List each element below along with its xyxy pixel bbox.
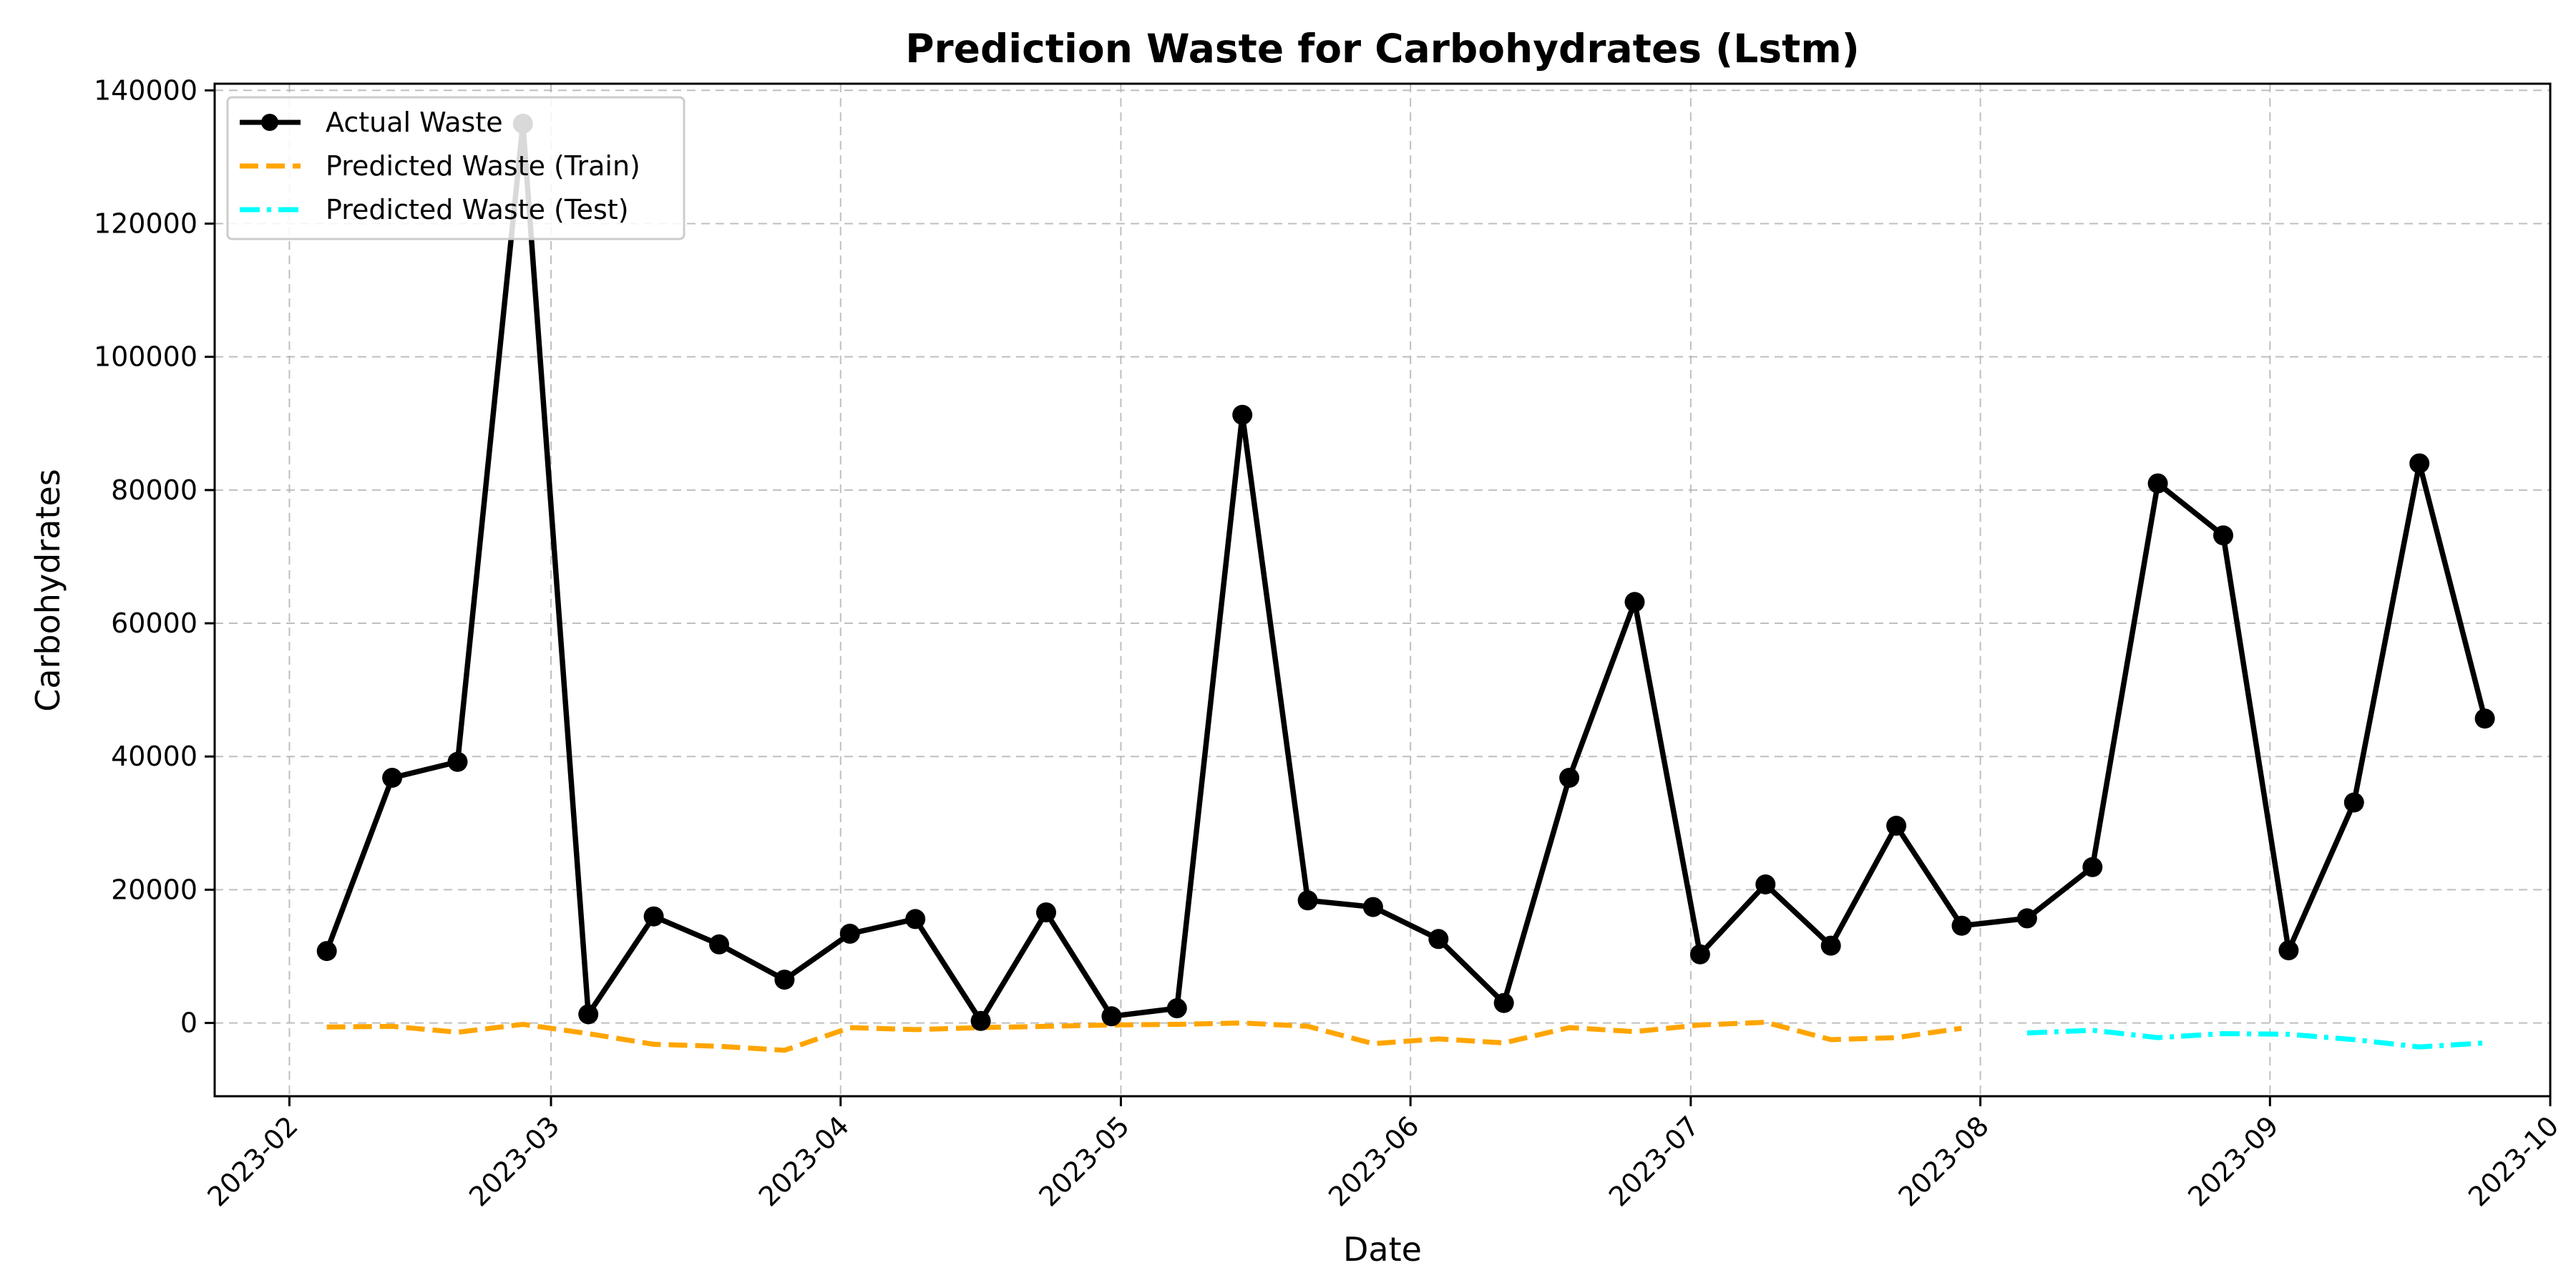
- y-tick-label: 40000: [111, 741, 197, 772]
- actual-waste-point: [643, 906, 664, 927]
- series-line-2: [2026, 1028, 2485, 1050]
- y-tick-label: 0: [180, 1008, 197, 1039]
- actual-waste-point: [2278, 940, 2299, 961]
- actual-waste-point: [2147, 473, 2168, 494]
- series-line-1: [326, 1020, 1962, 1053]
- x-axis-label: Date: [1343, 1230, 1422, 1269]
- x-tick-label: 2023-09: [2182, 1110, 2284, 1212]
- x-tick-label: 2023-02: [201, 1110, 303, 1212]
- x-tick-label: 2023-07: [1603, 1110, 1705, 1212]
- actual-waste-point: [1493, 992, 1514, 1013]
- actual-waste-point: [1036, 902, 1056, 923]
- series-line-0: [324, 121, 2488, 1024]
- actual-waste-point: [1689, 944, 1710, 965]
- actual-waste-point: [709, 934, 729, 955]
- actual-waste-point: [839, 923, 860, 944]
- actual-waste-point: [1951, 915, 1972, 936]
- x-tick-label: 2023-10: [2462, 1110, 2565, 1212]
- actual-waste-point: [2213, 525, 2233, 546]
- actual-waste-point: [316, 941, 337, 962]
- actual-waste-point: [1297, 890, 1318, 911]
- legend-label-actual: Actual Waste: [326, 107, 503, 138]
- actual-waste-point: [1232, 404, 1253, 425]
- actual-waste-point: [905, 909, 926, 930]
- actual-waste-point: [447, 751, 468, 772]
- legend: Actual Waste Predicted Waste (Train) Pre…: [226, 96, 686, 240]
- actual-waste-point: [2082, 857, 2103, 877]
- y-axis-label: Carbohydrates: [29, 469, 67, 712]
- actual-waste-point: [1362, 897, 1383, 917]
- x-tick-label: 2023-04: [753, 1110, 855, 1212]
- actual-waste-point: [1166, 998, 1187, 1019]
- y-tick-label: 60000: [111, 608, 197, 639]
- y-ticks: 0 20000 40000 60000 80000 100000 120000 140000: [94, 74, 215, 1039]
- actual-waste-point: [1624, 592, 1645, 613]
- actual-waste-point: [2343, 792, 2364, 813]
- x-ticks: 2023-02 2023-03 2023-04 2023-05 2023-06 2023-…: [201, 1096, 2565, 1213]
- chart-title: Prediction Waste for Carbohydrates (Lstm…: [905, 26, 1860, 72]
- x-tick-label: 2023-08: [1893, 1110, 1995, 1212]
- actual-waste-point: [1428, 929, 1449, 950]
- actual-waste-point: [970, 1010, 991, 1031]
- actual-waste-point: [1559, 768, 1580, 788]
- actual-waste-point: [2474, 708, 2495, 729]
- actual-waste-point: [2016, 908, 2037, 929]
- actual-waste-point: [1755, 874, 1776, 894]
- legend-label-test: Predicted Waste (Test): [326, 194, 629, 225]
- actual-waste-point: [1886, 816, 1907, 836]
- actual-waste-point: [578, 1004, 599, 1025]
- actual-waste-point: [382, 768, 403, 788]
- actual-waste-point: [2409, 453, 2430, 474]
- y-tick-label: 80000: [111, 474, 197, 506]
- x-tick-label: 2023-06: [1322, 1110, 1425, 1212]
- plot-frame: [213, 82, 2552, 1098]
- y-tick-label: 20000: [111, 874, 197, 905]
- x-tick-label: 2023-03: [463, 1110, 565, 1212]
- y-tick-label: 140000: [94, 74, 197, 106]
- legend-label-train: Predicted Waste (Train): [326, 150, 640, 182]
- y-tick-label: 100000: [94, 341, 197, 373]
- actual-waste-point: [774, 970, 795, 990]
- x-tick-label: 2023-05: [1033, 1110, 1135, 1212]
- actual-waste-point: [1820, 935, 1841, 956]
- actual-waste-point: [1101, 1006, 1122, 1027]
- legend-marker-actual: [261, 114, 278, 131]
- legend-frame: [226, 96, 686, 240]
- y-tick-label: 120000: [94, 208, 197, 239]
- series-layer: [316, 113, 2495, 1053]
